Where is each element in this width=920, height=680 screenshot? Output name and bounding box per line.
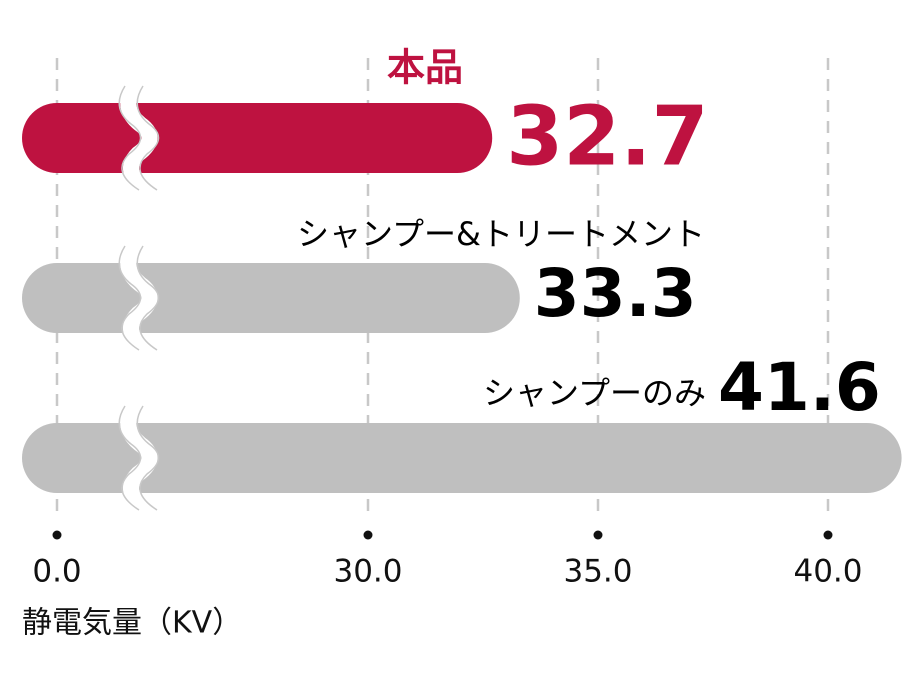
- tick-mark: [52, 530, 62, 540]
- tick-mark: [363, 530, 373, 540]
- axis-break: [118, 85, 142, 191]
- category-label: シャンプー&トリートメント: [297, 215, 705, 253]
- tick-mark: [593, 530, 603, 540]
- axis-break: [120, 241, 158, 357]
- x-axis-title: 静電気量（KV）: [22, 606, 242, 641]
- x-tick-label: 30.0: [333, 554, 402, 590]
- bar: [22, 423, 902, 493]
- value-label: 33.3: [534, 255, 697, 332]
- axis-break: [120, 81, 158, 197]
- value-label: 41.6: [718, 349, 881, 426]
- bar: [22, 103, 493, 173]
- axis-break: [120, 401, 158, 517]
- axis-break: [136, 245, 160, 351]
- tick-mark: [823, 530, 833, 540]
- axis-break: [118, 245, 142, 351]
- axis-break: [136, 405, 160, 511]
- value-label: 32.7: [506, 89, 708, 184]
- x-tick-label: 35.0: [563, 554, 632, 590]
- x-tick-label: 40.0: [793, 554, 862, 590]
- bar: [22, 263, 520, 333]
- axis-break: [118, 405, 142, 511]
- axis-break: [136, 85, 160, 191]
- category-label: 本品: [387, 46, 463, 90]
- category-label: シャンプーのみ: [483, 374, 706, 412]
- x-tick-label: 0.0: [32, 554, 81, 590]
